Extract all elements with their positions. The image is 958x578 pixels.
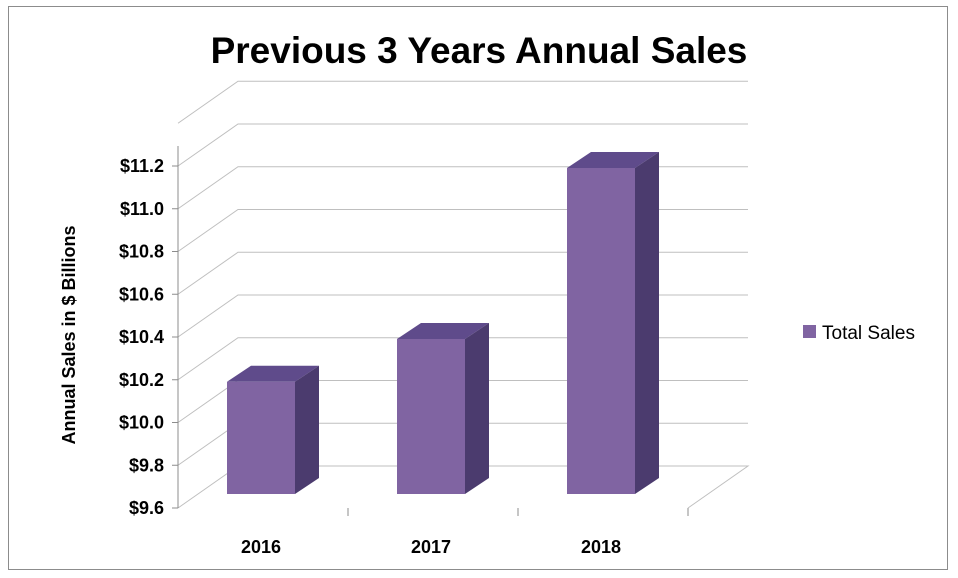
- y-tick-label: $9.8: [129, 455, 164, 475]
- y-axis-ticks: $9.6 $9.8 $10.0 $10.2 $10.4 $10.6 $10.8 $11.0 $1…: [119, 146, 179, 518]
- legend-swatch-total-sales: [803, 325, 816, 338]
- bar-front: [227, 381, 295, 494]
- y-tick-label: $11.0: [120, 199, 164, 219]
- legend: Total Sales: [803, 323, 915, 344]
- y-tick-label: $9.6: [129, 498, 164, 518]
- y-tick-label: $10.8: [119, 242, 164, 262]
- x-tick-label: 2018: [581, 537, 621, 557]
- gridline: [177, 209, 748, 252]
- y-tick-label: $10.4: [119, 327, 164, 347]
- bar-2017: [397, 323, 489, 494]
- gridline: [177, 123, 748, 167]
- chart-title: Previous 3 Years Annual Sales: [210, 30, 748, 71]
- bar-front: [567, 168, 635, 494]
- x-tick-label: 2016: [241, 537, 281, 557]
- bars: [227, 152, 659, 494]
- y-tick-label: $10.0: [119, 413, 164, 433]
- bar-top: [397, 323, 489, 339]
- y-axis-title: Annual Sales in $ Billions: [59, 225, 79, 444]
- bar-side: [635, 152, 659, 494]
- gridline: [177, 166, 748, 210]
- chart-walls: [177, 465, 750, 509]
- bar-top: [227, 365, 319, 382]
- y-tick-label: $10.2: [119, 370, 164, 390]
- gridline: [177, 80, 748, 124]
- bar-front: [397, 339, 465, 494]
- gridline: [177, 251, 748, 295]
- chart-floor: [177, 465, 750, 509]
- bar-top: [567, 152, 659, 168]
- x-tick-label: 2017: [411, 537, 451, 557]
- bar-side: [295, 365, 319, 494]
- x-axis-ticks: 2016 2017 2018: [241, 508, 689, 557]
- bar-2016: [227, 365, 319, 494]
- bar-2018: [567, 152, 659, 494]
- y-tick-label: $11.2: [120, 156, 164, 176]
- legend-label-total-sales: Total Sales: [822, 323, 915, 344]
- y-tick-label: $10.6: [119, 284, 164, 304]
- bar-side: [465, 323, 489, 494]
